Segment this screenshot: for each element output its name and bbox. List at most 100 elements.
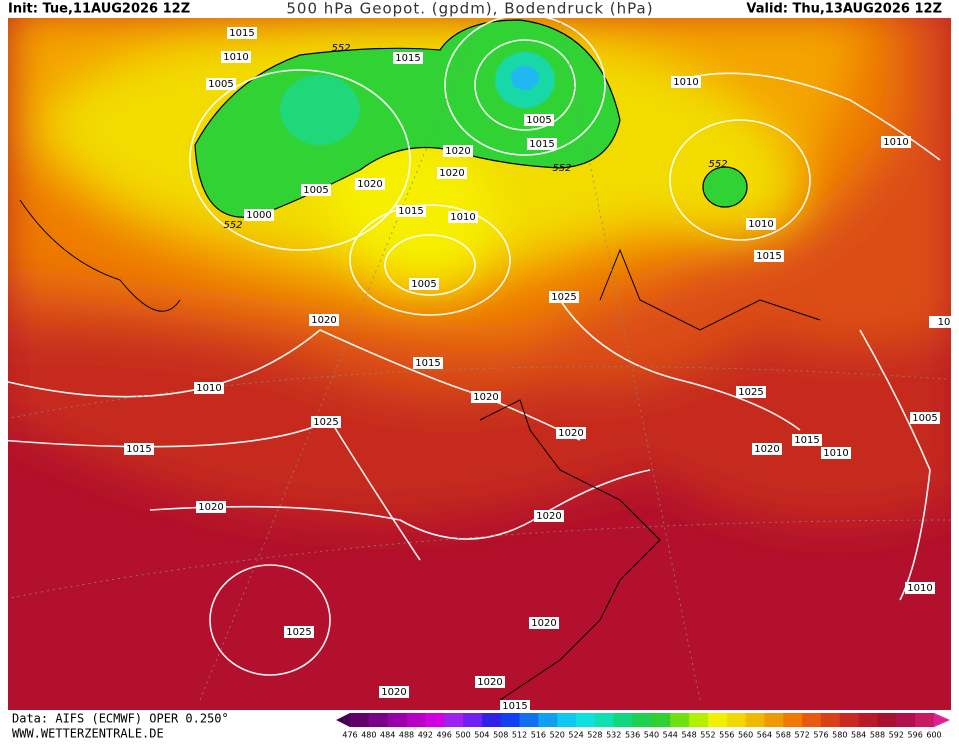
colorbar-label: 536: [625, 731, 640, 740]
map-title: 500 hPa Geopot. (gpdm), Bodendruck (hPa): [286, 0, 653, 18]
label-box: [301, 184, 331, 196]
valid-text: Valid: Thu,13AUG2026 12Z: [746, 2, 942, 17]
colorbar-swatch: [368, 713, 389, 727]
colorbar-label: 580: [832, 731, 847, 740]
pressure-label: 1020: [531, 618, 556, 629]
colorbar-arrow-left: [336, 713, 350, 727]
colorbar-swatch: [444, 713, 464, 727]
colorbar-label: 528: [587, 731, 602, 740]
init-text: Init: Tue,11AUG2026 12Z: [8, 2, 190, 17]
pressure-label: 1000: [246, 210, 271, 221]
colorbar-label: 516: [531, 731, 546, 740]
colorbar-label: 484: [380, 731, 395, 740]
label-box: [221, 51, 251, 63]
colorbar-swatch: [820, 713, 841, 727]
colorbar-swatch: [406, 713, 426, 727]
pressure-label: 1010: [823, 448, 848, 459]
pressure-label: 1020: [477, 677, 502, 688]
colorbar-swatch: [877, 713, 897, 727]
label-box: [194, 382, 224, 394]
colorbar-label: 532: [606, 731, 621, 740]
colorbar-swatch: [745, 713, 765, 727]
label-box: [905, 582, 935, 594]
colorbar-label: 476: [342, 731, 357, 740]
colorbar-label: 548: [681, 731, 696, 740]
pressure-label: 1015: [756, 251, 781, 262]
colorbar-label: 480: [361, 731, 376, 740]
colorbar-label: 496: [437, 731, 452, 740]
colorbar-swatch: [802, 713, 822, 727]
pressure-label: 1015: [502, 701, 527, 712]
label-box: [792, 434, 822, 446]
label-box: [534, 510, 564, 522]
colorbar-swatch: [896, 713, 916, 727]
label-box: [471, 391, 501, 403]
label-box: [196, 501, 226, 513]
label-box: [881, 136, 911, 148]
label-box: [443, 145, 473, 157]
colorbar-swatch: [500, 713, 521, 727]
label-box: [309, 314, 339, 326]
pressure-label: 1010: [450, 212, 475, 223]
colorbar-label: 600: [926, 731, 941, 740]
colorbar-label: 508: [493, 731, 508, 740]
colorbar-swatch: [594, 713, 615, 727]
pressure-label: 1025: [286, 627, 311, 638]
pressure-label: 1010: [907, 583, 932, 594]
colorbar-swatch: [425, 713, 445, 727]
colorbar-swatch: [519, 713, 539, 727]
label-box: [244, 209, 274, 221]
height-label: 552: [331, 43, 350, 54]
pressure-label: 1020: [445, 146, 470, 157]
colorbar-label: 552: [700, 731, 715, 740]
colorbar-swatch: [387, 713, 408, 727]
pressure-label: 1010: [748, 219, 773, 230]
label-box: [393, 52, 423, 64]
pressure-label: 1025: [313, 417, 338, 428]
label-box: [284, 626, 314, 638]
colorbar: 476 480 484 488 492 496 500 504 508 512 516 520 524 5…: [336, 713, 950, 740]
label-box: [910, 412, 940, 424]
pressure-label: 1015: [395, 53, 420, 64]
colorbar-label: 556: [719, 731, 734, 740]
label-box: [475, 676, 505, 688]
colorbar-label: 524: [568, 731, 583, 740]
pressure-label: 1020: [357, 179, 382, 190]
height-label: 552: [223, 220, 242, 231]
label-box: [413, 357, 443, 369]
pressure-label: 1010: [196, 383, 221, 394]
label-box: [821, 447, 851, 459]
label-box: [527, 138, 557, 150]
colorbar-label: 492: [418, 731, 433, 740]
label-box: [448, 211, 478, 223]
pressure-label: 1025: [551, 292, 576, 303]
pressure-label: 1005: [912, 413, 937, 424]
pressure-label: 1015: [126, 444, 151, 455]
pressure-label: 1010: [883, 137, 908, 148]
colorbar-swatch: [726, 713, 747, 727]
colorbar-swatch: [481, 713, 502, 727]
label-box: [754, 250, 784, 262]
label-box: [556, 427, 586, 439]
label-box: [736, 386, 766, 398]
colorbar-arrow-right: [934, 713, 950, 727]
pressure-label: 1015: [229, 28, 254, 39]
pressure-label: 1020: [473, 392, 498, 403]
label-box: [355, 178, 385, 190]
colorbar-swatch: [689, 713, 709, 727]
colorbar-swatch: [576, 713, 596, 727]
label-box: [500, 700, 530, 712]
colorbar-label: 584: [851, 731, 866, 740]
label-box: [746, 218, 776, 230]
colorbar-label: 596: [908, 731, 923, 740]
colorbar-swatch: [350, 713, 370, 727]
colorbar-label: 520: [550, 731, 565, 740]
pressure-label: 1015: [398, 206, 423, 217]
colorbar-label: 512: [512, 731, 527, 740]
pressure-label: 1005: [303, 185, 328, 196]
colorbar-label: 568: [776, 731, 791, 740]
colorbar-label: 560: [738, 731, 753, 740]
colorbar-swatch: [858, 713, 878, 727]
pressure-label: 1020: [558, 428, 583, 439]
colorbar-label: 572: [794, 731, 809, 740]
